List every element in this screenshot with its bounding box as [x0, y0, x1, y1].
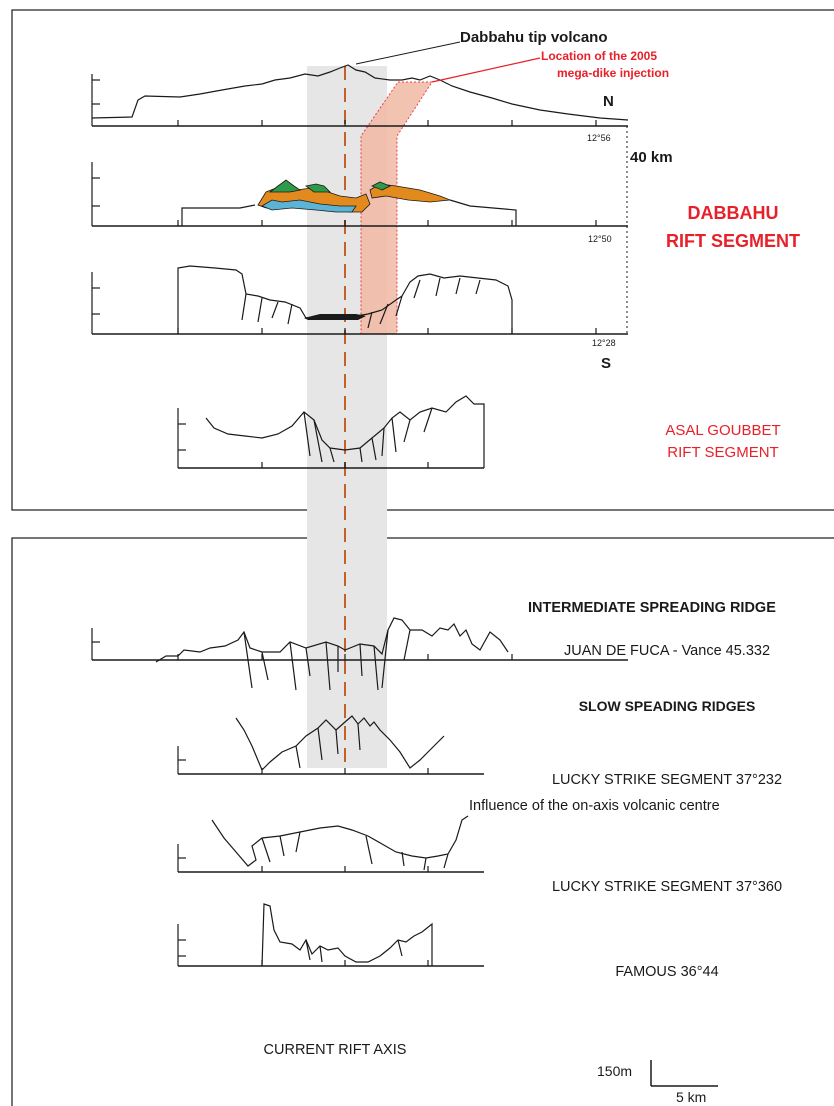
profile-asal-goubbet [177, 395, 485, 469]
north-label: N [603, 93, 614, 110]
dike-label-line1: Location of the 2005 [541, 49, 657, 63]
dike-leader-line [431, 57, 541, 83]
asal-title-line1: ASAL GOUBBET [665, 422, 780, 439]
slow-heading: SLOW SPEADING RIDGES [579, 698, 756, 714]
scale-bar [650, 1060, 718, 1087]
profile-colour-fill [257, 179, 451, 213]
latitude-label-3: 12°28 [592, 338, 616, 348]
south-label: S [601, 355, 611, 372]
profile-famous [177, 903, 484, 967]
scale-horizontal-label: 5 km [676, 1089, 706, 1105]
profile-lucky-strike-360 [177, 815, 484, 873]
famous-label: FAMOUS 36°44 [615, 964, 718, 980]
bottom-panel-frame [11, 537, 834, 1106]
dike-fill-dark [304, 314, 366, 320]
lucky-strike-232-label: LUCKY STRIKE SEGMENT 37°232 [552, 772, 782, 788]
dabbahu-title-line2: RIFT SEGMENT [666, 231, 800, 251]
dike-label-line2: mega-dike injection [557, 66, 669, 80]
rift-axis-label: CURRENT RIFT AXIS [264, 1042, 407, 1058]
lucky-strike-232-note: Influence of the on-axis volcanic centre [469, 798, 720, 814]
profile-dabbahu-north [91, 64, 629, 127]
lucky-strike-360-label: LUCKY STRIKE SEGMENT 37°360 [552, 879, 782, 895]
dike-injection-band [360, 81, 433, 335]
scale-vertical-label: 150m [597, 1063, 632, 1079]
volcano-leader-line [355, 41, 461, 65]
distance-label: 40 km [630, 149, 673, 166]
top-panel-frame [11, 9, 834, 511]
profile-lucky-strike-232 [177, 715, 484, 775]
asal-title-line2: RIFT SEGMENT [667, 444, 778, 461]
profile-dabbahu-middle [91, 162, 628, 227]
latitude-label-1: 12°56 [587, 133, 611, 143]
latitude-label-2: 12°50 [588, 234, 612, 244]
juan-de-fuca-label: JUAN DE FUCA - Vance 45.332 [564, 643, 770, 659]
profile-juan-de-fuca [91, 617, 628, 691]
volcano-label: Dabbahu tip volcano [460, 29, 608, 46]
dabbahu-title-line1: DABBAHU [688, 203, 779, 223]
intermediate-heading: INTERMEDIATE SPREADING RIDGE [528, 600, 776, 616]
